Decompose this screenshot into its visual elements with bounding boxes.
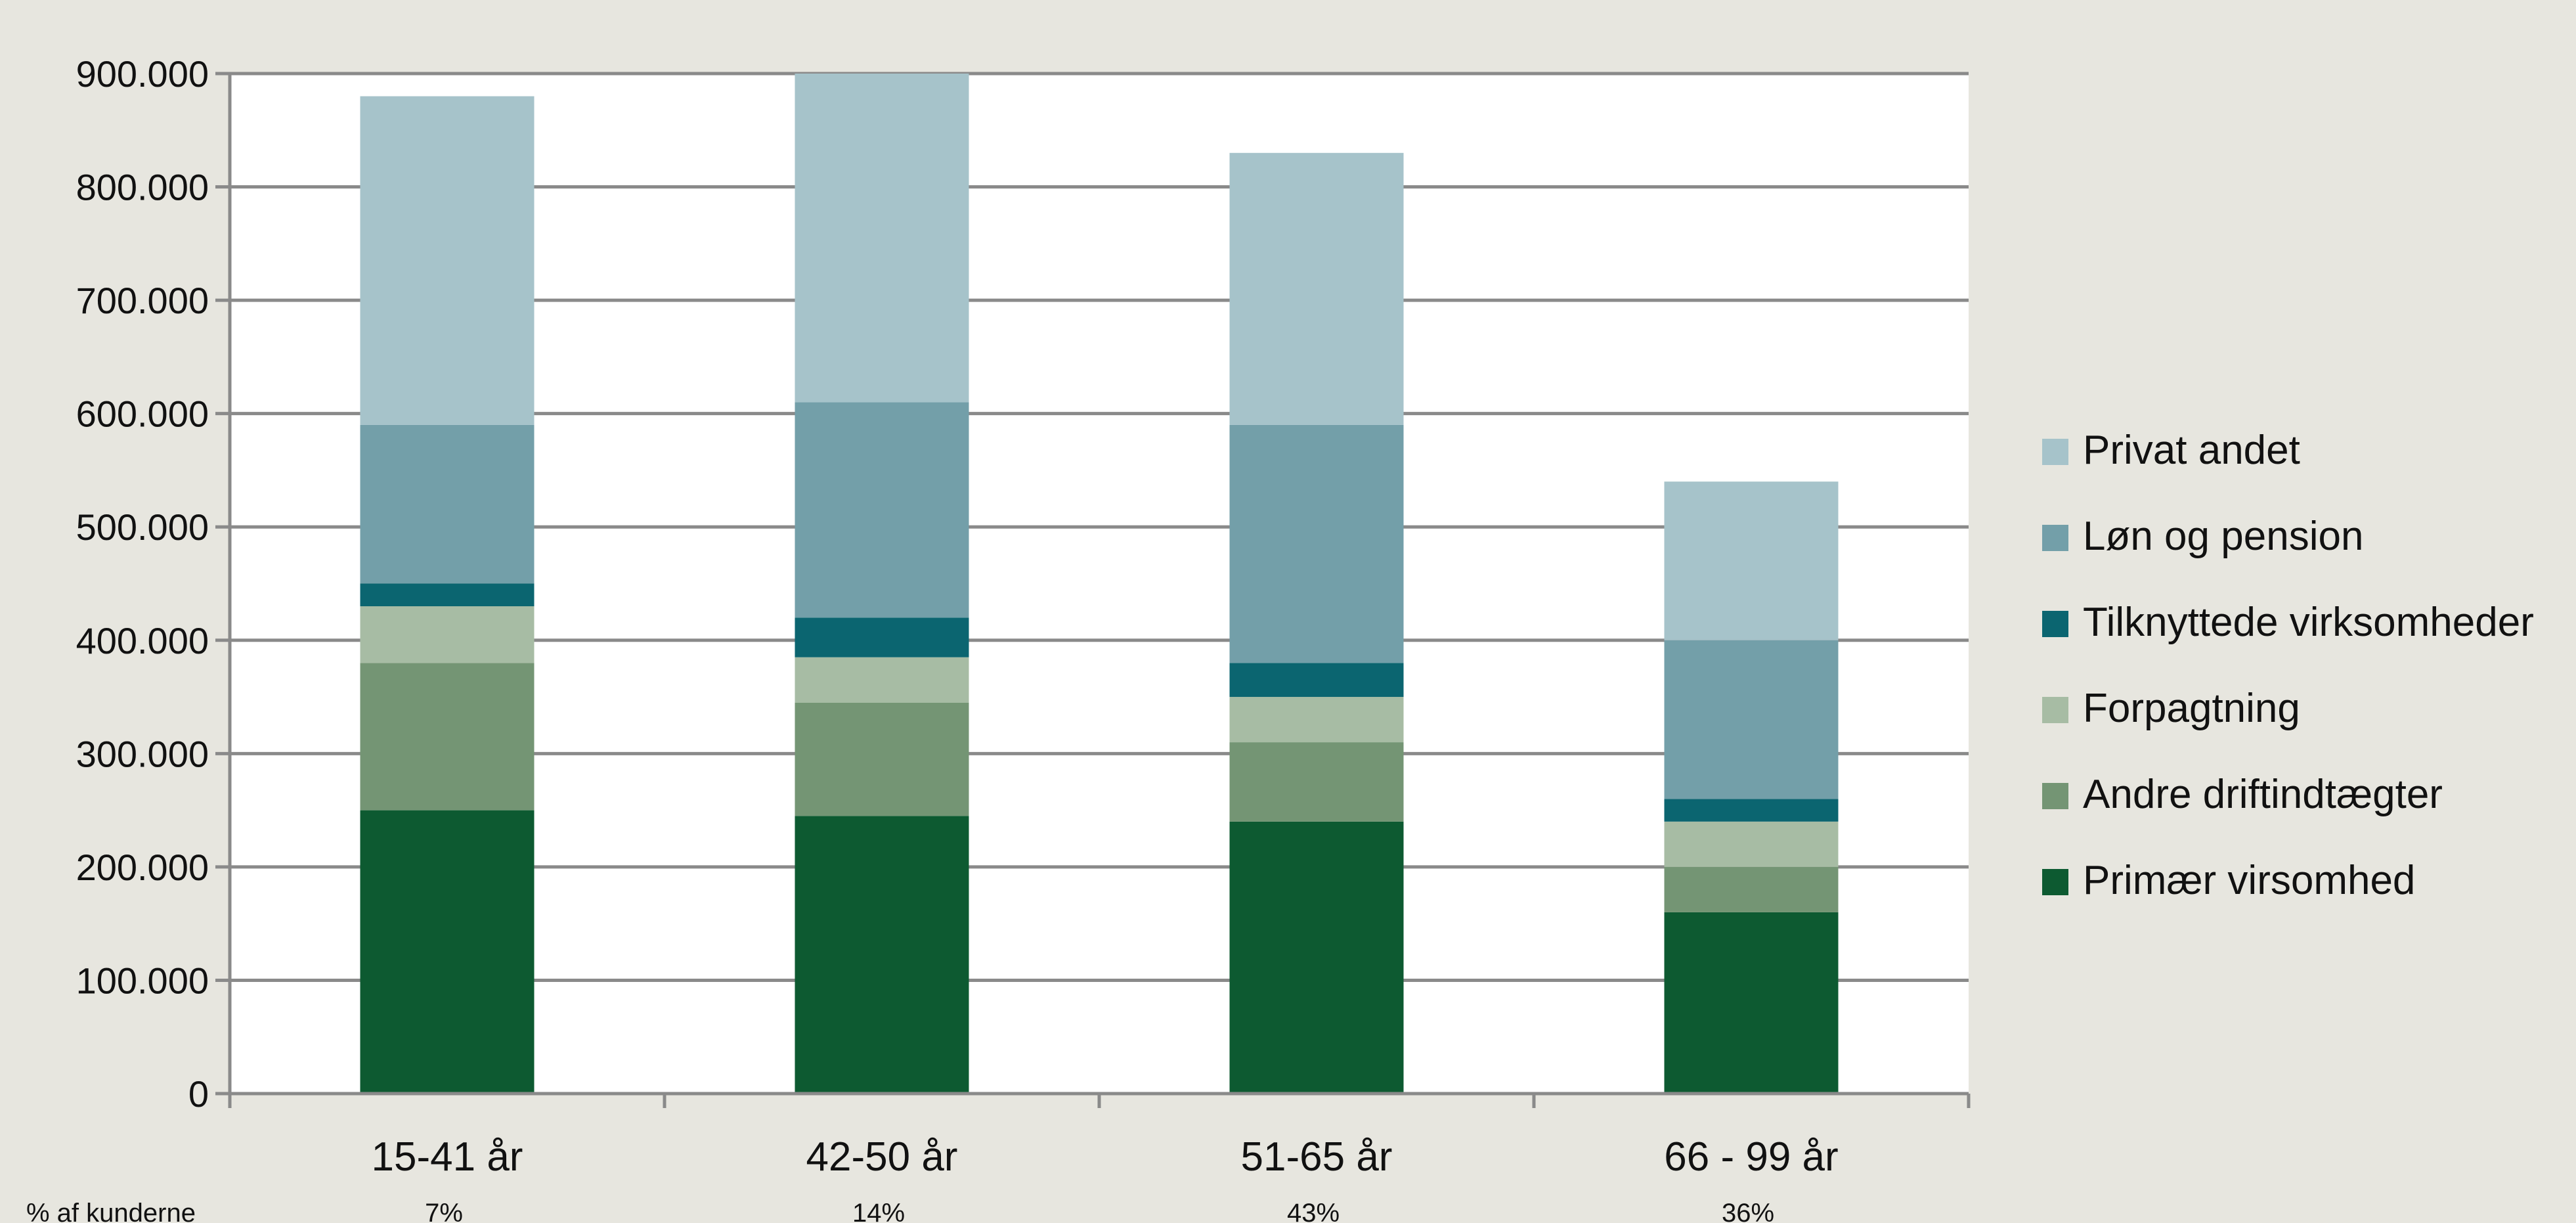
y-tick-label: 700.000 bbox=[76, 280, 209, 321]
y-tick-label: 100.000 bbox=[76, 960, 209, 1001]
bar-segment bbox=[1665, 867, 1839, 912]
legend-swatch bbox=[2042, 869, 2068, 895]
y-tick-label: 800.000 bbox=[76, 167, 209, 208]
legend: Privat andet Løn og pension Tilknyttede vi… bbox=[2042, 428, 2534, 903]
bar-segment bbox=[1230, 663, 1404, 697]
bar-segment bbox=[795, 402, 969, 617]
bar-segment bbox=[360, 811, 535, 1094]
legend-label: Tilknyttede virksomheder bbox=[2083, 600, 2534, 645]
bar-segment bbox=[1665, 481, 1839, 640]
y-tick-label: 900.000 bbox=[76, 53, 209, 95]
footer-percent: 36% bbox=[1722, 1199, 1774, 1223]
legend-label: Andre driftindtægter bbox=[2083, 772, 2443, 817]
y-tick-label: 500.000 bbox=[76, 506, 209, 548]
bar-segment bbox=[360, 584, 535, 607]
bar-segment bbox=[1230, 742, 1404, 822]
y-tick-label: 600.000 bbox=[76, 393, 209, 435]
legend-label: Forpagtning bbox=[2083, 686, 2300, 731]
bar-segment bbox=[1230, 822, 1404, 1094]
x-category-label: 15-41 år bbox=[372, 1134, 523, 1180]
legend-label: Løn og pension bbox=[2083, 514, 2363, 559]
x-category-label: 66 - 99 år bbox=[1664, 1134, 1838, 1180]
legend-swatch bbox=[2042, 697, 2068, 723]
footer-percent: 7% bbox=[425, 1199, 463, 1223]
bar-segment bbox=[1230, 153, 1404, 425]
y-tick-labels: 0 100.000 200.000 300.000 400.000 500.000 600.… bbox=[76, 53, 209, 1115]
bar-segment bbox=[360, 425, 535, 584]
bar-segment bbox=[360, 97, 535, 425]
y-tick-label: 0 bbox=[188, 1073, 209, 1115]
x-category-label: 51-65 år bbox=[1241, 1134, 1393, 1180]
x-category-labels: 15-41 år 42-50 år 51-65 år 66 - 99 år bbox=[372, 1134, 1839, 1180]
legend-swatch bbox=[2042, 525, 2068, 551]
bar-segment bbox=[1230, 697, 1404, 742]
x-category-label: 42-50 år bbox=[806, 1134, 958, 1180]
legend-label: Primær virsomhed bbox=[2083, 858, 2415, 903]
legend-label: Privat andet bbox=[2083, 428, 2300, 473]
bar-segment bbox=[1665, 640, 1839, 799]
legend-swatch bbox=[2042, 783, 2068, 809]
bar-segment bbox=[795, 703, 969, 816]
bar-segment bbox=[1665, 912, 1839, 1094]
bar-segment bbox=[360, 663, 535, 810]
bar-segment bbox=[1230, 425, 1404, 663]
bar-segment bbox=[795, 657, 969, 703]
bar-segment bbox=[795, 74, 969, 402]
bar-segment bbox=[360, 606, 535, 663]
legend-swatch bbox=[2042, 611, 2068, 637]
bar-segment bbox=[795, 617, 969, 657]
bar-segment bbox=[1665, 822, 1839, 867]
y-tick-label: 400.000 bbox=[76, 620, 209, 661]
y-tick-label: 200.000 bbox=[76, 847, 209, 888]
y-tick-label: 300.000 bbox=[76, 733, 209, 774]
bar-segment bbox=[1665, 799, 1839, 822]
bar-segment bbox=[795, 816, 969, 1094]
footer-row: % af kunderne 7% 14% 43% 36% bbox=[26, 1199, 1774, 1223]
footer-percent: 14% bbox=[852, 1199, 905, 1223]
footer-percent: 43% bbox=[1287, 1199, 1340, 1223]
legend-swatch bbox=[2042, 439, 2068, 465]
footer-label: % af kunderne bbox=[26, 1199, 196, 1223]
